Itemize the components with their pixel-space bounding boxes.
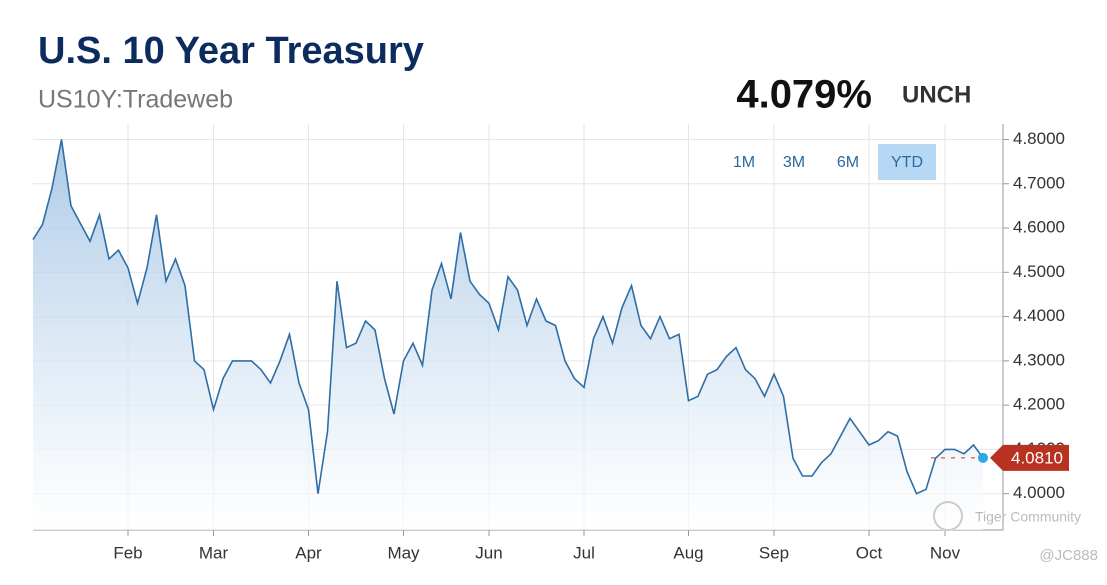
y-tick-label: 4.5000 (1013, 262, 1065, 281)
x-tick-label: Feb (113, 543, 142, 562)
range-button-label: 6M (837, 154, 859, 171)
watermark-logo (933, 501, 963, 531)
x-tick-label: Aug (673, 543, 703, 562)
x-tick-label: Jul (573, 543, 595, 562)
watermark: Tiger Community (975, 509, 1081, 525)
x-tick-label: May (387, 543, 420, 562)
last-point (978, 452, 988, 463)
plot: 4.00004.10004.20004.30004.40004.50004.60… (32, 124, 1069, 562)
x-tick-label: Mar (199, 543, 229, 562)
range-button[interactable]: YTD (878, 144, 936, 180)
quote: 4.079% (736, 73, 872, 117)
range-button-label: 1M (733, 154, 755, 171)
subtitle: US10Y:Tradeweb (38, 86, 233, 114)
watermark: @JC888 (1039, 547, 1098, 564)
title: U.S. 10 Year Treasury (38, 30, 424, 72)
y-tick-label: 4.7000 (1013, 173, 1065, 192)
last-value-label: 4.0810 (1011, 448, 1063, 467)
y-tick-label: 4.2000 (1013, 395, 1065, 414)
range-button-label: 3M (783, 154, 805, 171)
range-button[interactable]: 6M (826, 144, 870, 180)
change: UNCH (902, 81, 971, 108)
x-tick-label: Sep (759, 543, 789, 562)
y-tick-label: 4.8000 (1013, 129, 1065, 148)
range-button-bg (878, 144, 936, 180)
line (32, 139, 984, 495)
y-tick-label: 4.6000 (1013, 218, 1065, 237)
area (33, 139, 983, 530)
y-tick-label: 4.3000 (1013, 350, 1065, 369)
range-button-label: YTD (891, 154, 923, 171)
x-tick-label: Jun (475, 543, 502, 562)
range-button[interactable]: 1M (722, 144, 766, 180)
x-tick-label: Oct (856, 543, 883, 562)
y-tick-label: 4.0000 (1013, 483, 1065, 502)
range-button[interactable]: 3M (772, 144, 816, 180)
x-tick-label: Apr (295, 543, 322, 562)
x-tick-label: Nov (930, 543, 961, 562)
y-tick-label: 4.4000 (1013, 306, 1065, 325)
last-value-tag (990, 444, 1069, 471)
